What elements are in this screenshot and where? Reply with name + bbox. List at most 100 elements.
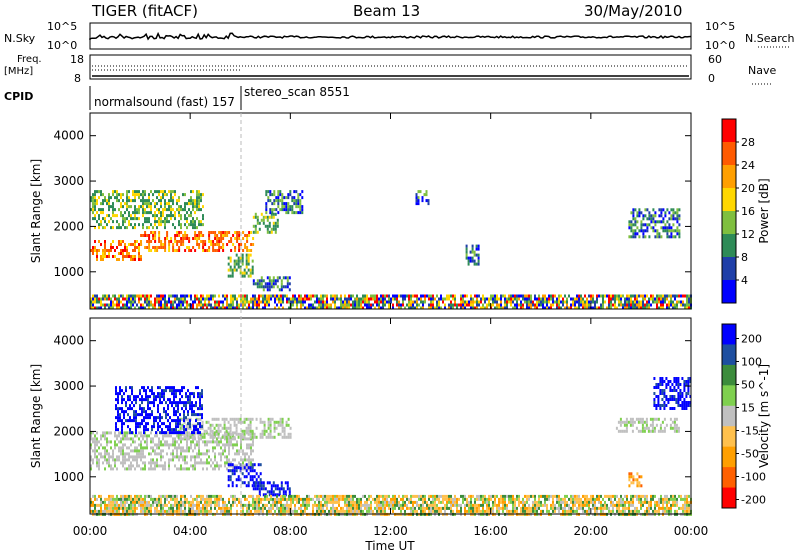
heatmap-cell-r0 [134,243,136,246]
heatmap-cell-r8 [340,494,342,498]
heatmap-cell-r3 [148,199,150,203]
heatmap-cell-r3 [100,211,102,215]
heatmap-cell-r10 [234,297,236,301]
heatmap-cell-r8 [368,506,370,510]
heatmap-cell-r10 [290,297,292,301]
heatmap-cell-r10 [504,297,506,301]
heatmap-cell-r5 [241,274,244,278]
heatmap-cell-r1 [243,429,246,433]
heatmap-cell-r8 [180,494,182,498]
heatmap-cell-r8 [356,497,358,501]
heatmap-cell-r8 [314,503,316,507]
heatmap-cell-r4 [276,493,279,497]
heatmap-cell-r8 [410,497,412,501]
heatmap-cell-r9 [652,229,655,233]
heatmap-cell-r2 [165,386,167,390]
heatmap-cell-r8 [388,494,390,498]
heatmap-cell-r8 [96,497,98,501]
heatmap-cell-r8 [434,497,436,501]
heatmap-cell-r10 [472,303,474,307]
heatmap-cell-r3 [168,202,170,206]
heatmap-cell-r10 [626,294,628,298]
heatmap-cell-r8 [464,506,466,510]
heatmap-cell-r9 [630,235,633,239]
heatmap-cell-r10 [206,294,208,298]
heatmap-cell-r8 [506,506,508,510]
heatmap-cell-r10 [454,300,456,304]
heatmap-cell-r1 [231,432,234,436]
heatmap-cell-r7 [628,475,631,479]
heatmap-cell-r8 [180,497,182,501]
heatmap-cell-r10 [258,297,260,301]
heatmap-cell-r0 [122,258,124,261]
heatmap-cell-r1 [178,240,181,243]
heatmap-cell-r10 [476,303,478,307]
heatmap-cell-r8 [204,509,206,513]
heatmap-cell-r6 [659,392,662,395]
heatmap-cell-r8 [144,503,146,507]
heatmap-cell-r9 [646,217,649,221]
heatmap-cell-r0 [100,255,102,258]
heatmap-cell-r2 [147,398,149,402]
heatmap-cell-r0 [92,431,94,435]
heatmap-cell-r10 [438,300,440,304]
heatmap-cell-r3 [130,205,132,209]
heatmap-cell-r10 [544,306,546,310]
heatmap-cell-r0 [232,437,234,441]
heatmap-cell-r8 [394,500,396,504]
heatmap-cell-r10 [370,306,372,310]
heatmap-cell-r1 [182,240,185,243]
heatmap-cell-r10 [134,297,136,301]
heatmap-cell-r10 [102,297,104,301]
heatmap-cell-r10 [200,303,202,307]
heatmap-cell-r1 [247,429,250,433]
heatmap-cell-r9 [658,208,661,212]
heatmap-cell-r10 [154,297,156,301]
heatmap-cell-r10 [280,303,282,307]
heatmap-cell-r3 [180,223,182,227]
heatmap-cell-r1 [176,234,179,237]
heatmap-cell-r10 [450,303,452,307]
heatmap-cell-r10 [528,303,530,307]
heatmap-cell-r1 [273,426,276,430]
heatmap-cell-r0 [134,255,136,258]
heatmap-cell-r0 [100,452,102,456]
heatmap-cell-r8 [444,497,446,501]
heatmap-cell-r0 [140,434,142,438]
heatmap-cell-r10 [640,294,642,298]
heatmap-cell-r3 [255,472,258,476]
heatmap-cell-r0 [162,467,164,471]
heatmap-cell-r6 [262,279,265,283]
heatmap-cell-r8 [382,497,384,501]
heatmap-cell-r10 [676,306,678,310]
heatmap-cell-r10 [162,303,164,307]
heatmap-cell-r10 [108,297,110,301]
heatmap-cell-r1 [243,432,246,436]
heatmap-cell-r1 [187,423,190,427]
heatmap-cell-r1 [146,240,149,243]
heatmap-cell-r4 [281,205,284,209]
heatmap-cell-r0 [96,458,98,462]
heatmap-cell-r8 [348,503,350,507]
heatmap-cell-r1 [185,429,188,433]
heatmap-cell-r10 [444,303,446,307]
heatmap-cell-r4 [291,196,294,200]
heatmap-cell-r10 [336,306,338,310]
heatmap-cell-r0 [206,449,208,453]
heatmap-cell-r6 [663,404,666,407]
heatmap-cell-r2 [161,431,163,435]
heatmap-cell-r8 [182,509,184,513]
heatmap-cell-r0 [232,446,234,450]
heatmap-cell-r8 [415,196,418,200]
heatmap-cell-r8 [160,500,162,504]
heatmap-cell-r1 [180,243,183,246]
heatmap-cell-r2 [165,389,167,393]
heatmap-cell-r3 [118,199,120,203]
heatmap-cell-r1 [247,423,250,427]
heatmap-cell-r2 [201,395,203,399]
heatmap-cell-r2 [262,218,265,222]
heatmap-cell-r8 [282,494,284,498]
heatmap-cell-r8 [492,509,494,513]
heatmap-cell-r1 [283,432,286,436]
heatmap-cell-r3 [257,463,260,467]
